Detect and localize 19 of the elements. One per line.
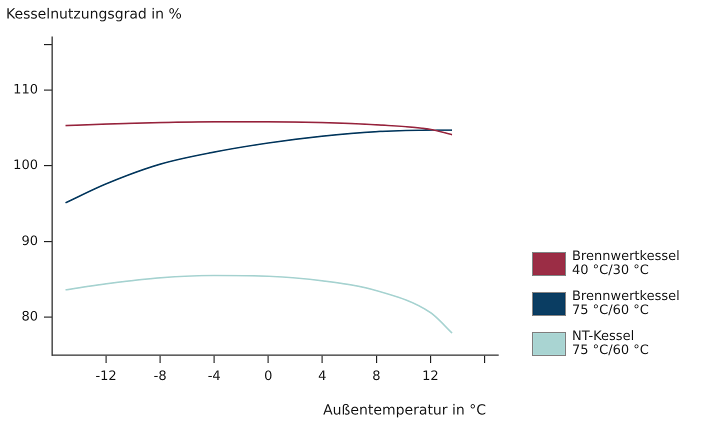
x-tick-label: -12 <box>95 369 117 384</box>
x-tick-label: 8 <box>372 369 381 384</box>
legend-label: NT-Kessel 75 °C/60 °C <box>572 329 650 358</box>
y-axis-title: Kesselnutzungsgrad in % <box>6 6 182 23</box>
x-tick-label: 12 <box>422 369 439 384</box>
legend-label: Brennwertkessel 40 °C/30 °C <box>572 249 681 278</box>
legend-label: Brennwertkessel 75 °C/60 °C <box>572 289 681 318</box>
y-tick-label: 100 <box>13 158 38 174</box>
line-series <box>64 129 453 204</box>
y-tick-label: 80 <box>21 310 38 325</box>
line-series <box>64 121 453 136</box>
x-axis-title: Außentemperatur in °C <box>323 402 486 419</box>
x-tick-label: -4 <box>208 369 221 384</box>
line-series <box>64 274 453 334</box>
x-tick-label: -8 <box>154 369 167 384</box>
y-tick-label: 110 <box>13 82 38 98</box>
x-tick-label: 4 <box>318 369 326 384</box>
x-tick-label: 0 <box>264 369 272 384</box>
y-tick-label: 90 <box>21 234 38 249</box>
